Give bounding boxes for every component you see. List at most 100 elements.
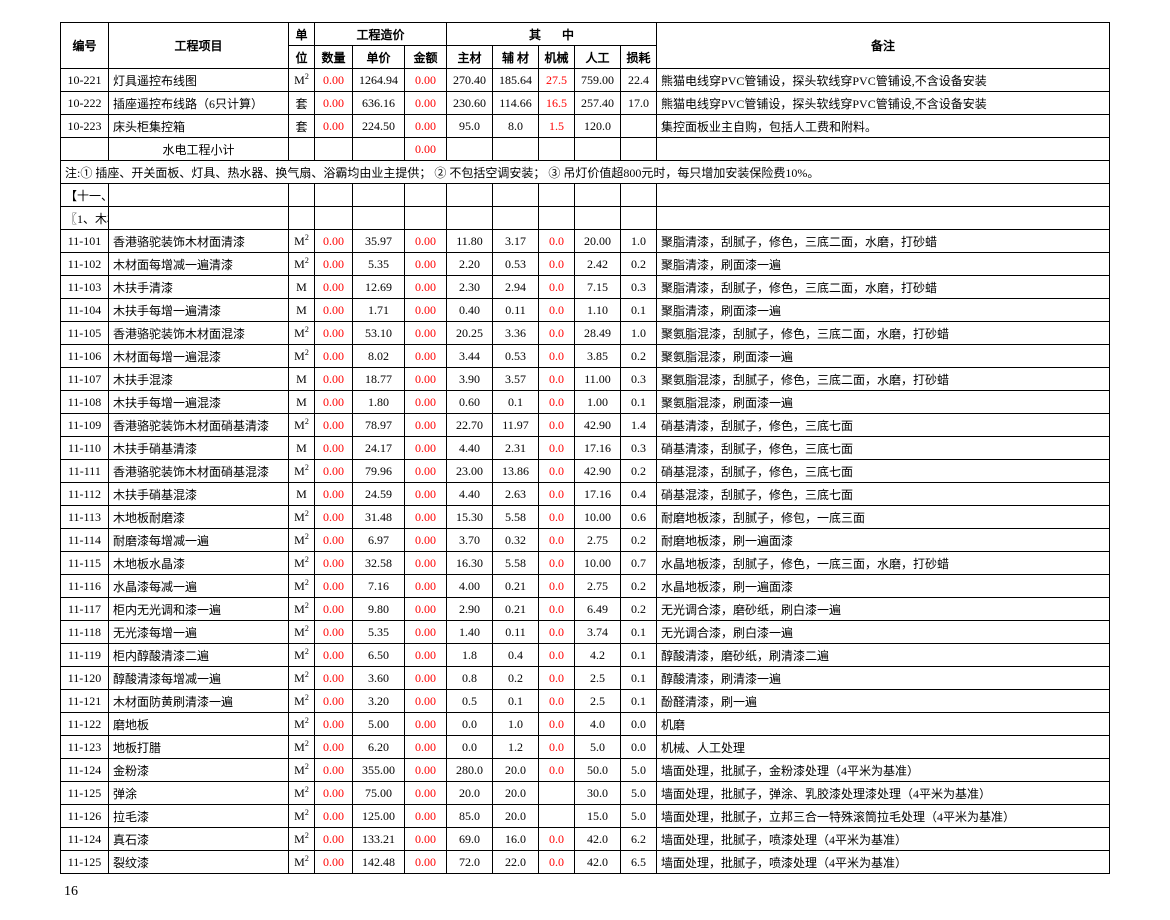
- cell-name: 地板打腊: [109, 736, 289, 759]
- cell-name: 木材面每增一遍混漆: [109, 345, 289, 368]
- page-number: 16: [64, 884, 1110, 900]
- table-row: 11-111香港骆驼装饰木材面硝基混漆M20.0079.960.0023.001…: [61, 460, 1110, 483]
- cell-aux: 5.58: [493, 506, 539, 529]
- table-row: 11-104木扶手每增一遍清漆M0.001.710.000.400.110.01…: [61, 299, 1110, 322]
- table-row: 11-105香港骆驼装饰木材面混漆M20.0053.100.0020.253.3…: [61, 322, 1110, 345]
- cell-loss: 0.1: [621, 690, 657, 713]
- cell-labor: 3.85: [575, 345, 621, 368]
- cell-name: 耐磨漆每增减一遍: [109, 529, 289, 552]
- cell-mach: 0.0: [539, 552, 575, 575]
- cell-price: 636.16: [353, 92, 405, 115]
- hdr-project: 工程项目: [109, 23, 289, 69]
- cell-id: 11-116: [61, 575, 109, 598]
- cell-id: 11-113: [61, 506, 109, 529]
- cell-aux: 13.86: [493, 460, 539, 483]
- cell-price: 31.48: [353, 506, 405, 529]
- cell-unit: M2: [289, 782, 315, 805]
- cell-empty: [447, 138, 493, 161]
- cell-main: 0.8: [447, 667, 493, 690]
- cell-unit: M2: [289, 713, 315, 736]
- cell-id: 10-223: [61, 115, 109, 138]
- cell-labor: 30.0: [575, 782, 621, 805]
- cell-unit: 套: [289, 115, 315, 138]
- cell-mach: 0.0: [539, 690, 575, 713]
- cell-name: 木扶手硝基混漆: [109, 483, 289, 506]
- cell-empty: [405, 184, 447, 207]
- cell-mach: 0.0: [539, 437, 575, 460]
- cell-remark: 墙面处理，批腻子，弹涂、乳胶漆处理漆处理（4平米为基准）: [657, 782, 1110, 805]
- cell-qty: 0.00: [315, 828, 353, 851]
- cell-qty: 0.00: [315, 92, 353, 115]
- cell-loss: 0.2: [621, 575, 657, 598]
- cell-main: 280.0: [447, 759, 493, 782]
- cell-subtotal-amt: 0.00: [405, 138, 447, 161]
- cell-empty: [109, 184, 289, 207]
- cell-empty: [315, 184, 353, 207]
- cell-price: 24.17: [353, 437, 405, 460]
- cell-remark: 聚脂清漆，刷面漆一遍: [657, 299, 1110, 322]
- cell-amt: 0.00: [405, 782, 447, 805]
- cell-subtotal-label: 水电工程小计: [109, 138, 289, 161]
- cell-unit: M2: [289, 828, 315, 851]
- cell-aux: 0.1: [493, 391, 539, 414]
- cell-unit: M2: [289, 552, 315, 575]
- cell-amt: 0.00: [405, 759, 447, 782]
- cell-mach: 0.0: [539, 414, 575, 437]
- cell-remark: 硝基清漆，刮腻子，修色，三底七面: [657, 437, 1110, 460]
- cell-remark: 硝基混漆，刮腻子，修色，三底七面: [657, 483, 1110, 506]
- cell-qty: 0.00: [315, 644, 353, 667]
- hdr-price-group: 工程造价: [315, 23, 447, 46]
- cell-loss: 0.3: [621, 368, 657, 391]
- cell-id: 11-117: [61, 598, 109, 621]
- hdr-unit-top: 单: [289, 23, 315, 46]
- cell-qty: 0.00: [315, 368, 353, 391]
- cell-main: 11.80: [447, 230, 493, 253]
- section-row: 【十一、油漆工程】: [61, 184, 1110, 207]
- cell-main: 3.44: [447, 345, 493, 368]
- cell-loss: 0.1: [621, 299, 657, 322]
- cell-price: 5.35: [353, 253, 405, 276]
- cell-empty: [353, 207, 405, 230]
- cell-remark: 熊猫电线穿PVC管铺设，探头软线穿PVC管铺设,不含设备安装: [657, 69, 1110, 92]
- table-row: 11-106木材面每增一遍混漆M20.008.020.003.440.530.0…: [61, 345, 1110, 368]
- cell-empty: [405, 207, 447, 230]
- hdr-loss: 损耗: [621, 46, 657, 69]
- cell-id: 11-111: [61, 460, 109, 483]
- hdr-mid-group: 其 中: [447, 23, 657, 46]
- cell-price: 24.59: [353, 483, 405, 506]
- cell-mach: 16.5: [539, 92, 575, 115]
- cell-aux: 0.21: [493, 575, 539, 598]
- cell-name: 木扶手硝基清漆: [109, 437, 289, 460]
- cell-id: 11-125: [61, 851, 109, 874]
- cell-aux: 3.36: [493, 322, 539, 345]
- cell-amt: 0.00: [405, 368, 447, 391]
- cell-amt: 0.00: [405, 92, 447, 115]
- cell-labor: 7.15: [575, 276, 621, 299]
- cell-remark: 集控面板业主自购，包括人工费和附料。: [657, 115, 1110, 138]
- cell-name: 水晶漆每减一遍: [109, 575, 289, 598]
- cell-qty: 0.00: [315, 391, 353, 414]
- cell-remark: 无光调合漆，磨砂纸，刷白漆一遍: [657, 598, 1110, 621]
- table-row: 11-113木地板耐磨漆M20.0031.480.0015.305.580.01…: [61, 506, 1110, 529]
- cell-aux: 0.21: [493, 598, 539, 621]
- cell-name: 插座遥控布线路（6只计算）: [109, 92, 289, 115]
- cell-id: 11-124: [61, 828, 109, 851]
- cell-labor: 3.74: [575, 621, 621, 644]
- table-row: 11-122磨地板M20.005.000.000.01.00.04.00.0机磨: [61, 713, 1110, 736]
- cell-id: 11-102: [61, 253, 109, 276]
- cell-price: 75.00: [353, 782, 405, 805]
- cell-remark: 耐磨地板漆，刷一遍面漆: [657, 529, 1110, 552]
- cell-qty: 0.00: [315, 506, 353, 529]
- cell-remark: 无光调合漆，刷白漆一遍: [657, 621, 1110, 644]
- cell-empty: [109, 207, 289, 230]
- cell-unit: M2: [289, 322, 315, 345]
- cell-empty: [493, 138, 539, 161]
- cell-price: 32.58: [353, 552, 405, 575]
- cell-remark: 醇酸清漆，磨砂纸，刷清漆二遍: [657, 644, 1110, 667]
- subtotal-row: 水电工程小计 0.00: [61, 138, 1110, 161]
- cell-name: 弹涂: [109, 782, 289, 805]
- cell-aux: 20.0: [493, 759, 539, 782]
- cell-empty: [289, 207, 315, 230]
- cell-remark: 聚氨脂混漆，刮腻子，修色，三底二面，水磨，打砂蜡: [657, 322, 1110, 345]
- cell-remark: 聚脂清漆，刮腻子，修色，三底二面，水磨，打砂蜡: [657, 276, 1110, 299]
